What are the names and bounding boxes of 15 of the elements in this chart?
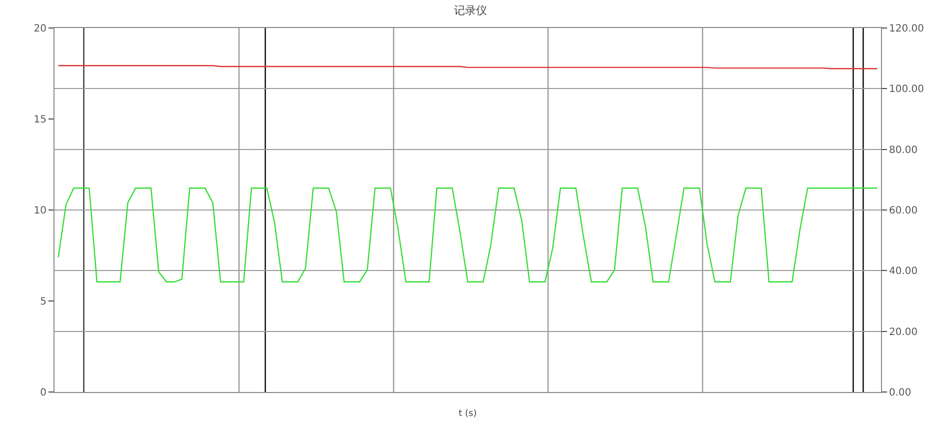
chart-title: 记录仪 <box>454 4 487 18</box>
y-tick-label: 0 <box>40 388 46 398</box>
y2-tick-label: 60.00 <box>889 206 918 216</box>
y-tick-label: 10 <box>34 206 46 216</box>
y2-tick-label: 20.00 <box>889 326 918 338</box>
y-tick-label: 15 <box>34 114 46 126</box>
y2-tick-label: 40.00 <box>889 266 918 278</box>
x-axis-title: t (s) <box>458 408 477 419</box>
y-tick-label: 20 <box>34 24 46 34</box>
y2-tick-label: 120.00 <box>889 24 924 34</box>
y-tick-label: 5 <box>40 296 46 308</box>
y2-tick-label: 0.00 <box>889 388 912 398</box>
line-series <box>58 188 878 282</box>
y2-tick-label: 80.00 <box>889 144 918 156</box>
y2-tick-label: 100.00 <box>889 84 924 96</box>
